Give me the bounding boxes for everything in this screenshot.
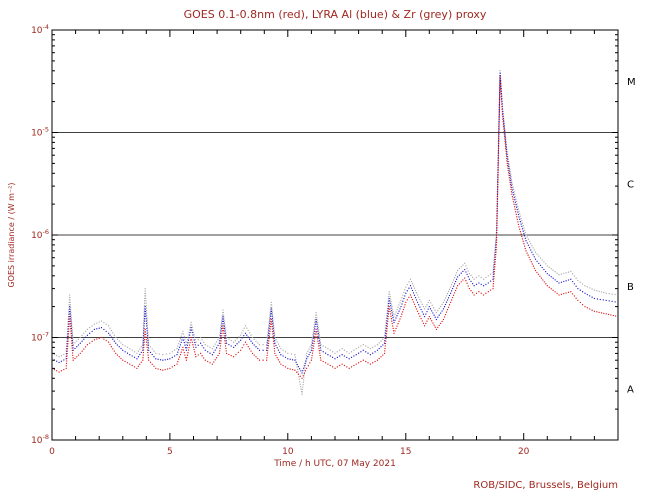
x-axis-label: Time / h UTC, 07 May 2021 xyxy=(274,459,396,469)
x-tick-label: 15 xyxy=(400,447,411,457)
series-lyra-zr-grey xyxy=(52,70,616,395)
y-tick-label: 10-8 xyxy=(31,433,49,446)
y-axis-label: GOES irradiance / (W m⁻²) xyxy=(7,182,16,288)
x-tick-label: 0 xyxy=(49,447,55,457)
y-tick-label: 10-6 xyxy=(31,228,49,241)
x-tick-label: 5 xyxy=(167,447,173,457)
y-tick-label: 10-7 xyxy=(31,331,49,344)
y-tick-label: 10-4 xyxy=(31,23,49,36)
y-tick-label: 10-5 xyxy=(31,126,49,139)
plot-title: GOES 0.1-0.8nm (red), LYRA Al (blue) & Z… xyxy=(183,8,487,21)
x-tick-label: 20 xyxy=(518,447,530,457)
class-label-C: C xyxy=(627,179,634,190)
class-label-B: B xyxy=(627,282,634,293)
credit-text: ROB/SIDC, Brussels, Belgium xyxy=(473,480,618,491)
series-group xyxy=(52,70,617,395)
series-goes-red xyxy=(52,76,617,379)
class-label-M: M xyxy=(627,77,636,88)
series-lyra-al-blue xyxy=(52,72,616,374)
class-label-A: A xyxy=(627,384,634,395)
x-tick-label: 10 xyxy=(282,447,294,457)
